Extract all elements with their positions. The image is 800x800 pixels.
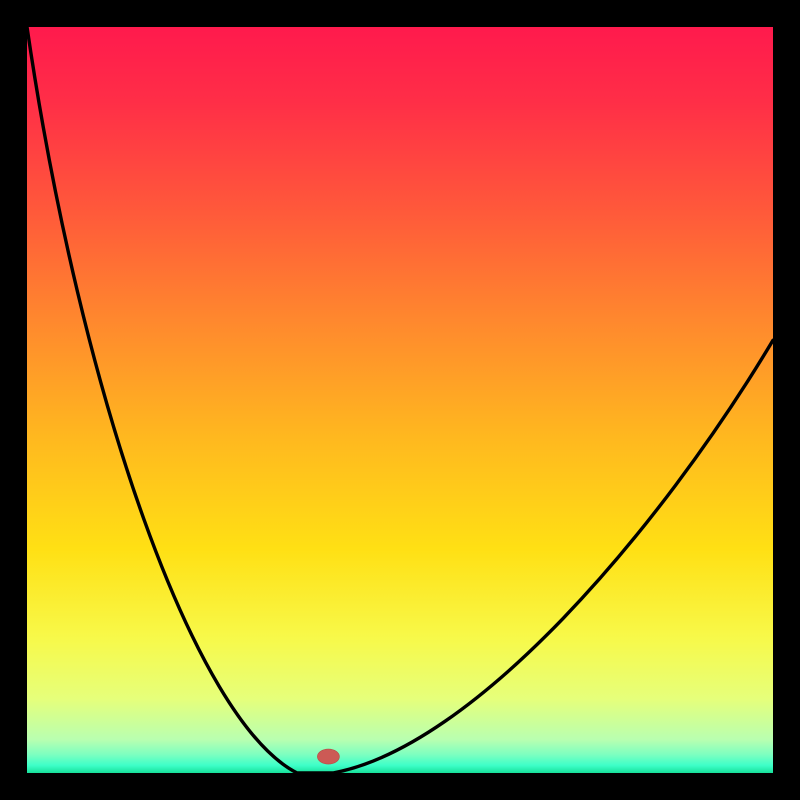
gradient-background (27, 27, 773, 773)
outer-frame: { "canvas": { "width": 800, "height": 80… (0, 0, 800, 800)
bottleneck-chart (0, 0, 800, 800)
frame-border-top (0, 0, 800, 27)
frame-border-bottom (0, 773, 800, 800)
frame-border-left (0, 0, 27, 800)
frame-border-right (773, 0, 800, 800)
optimal-point-marker (317, 749, 339, 764)
